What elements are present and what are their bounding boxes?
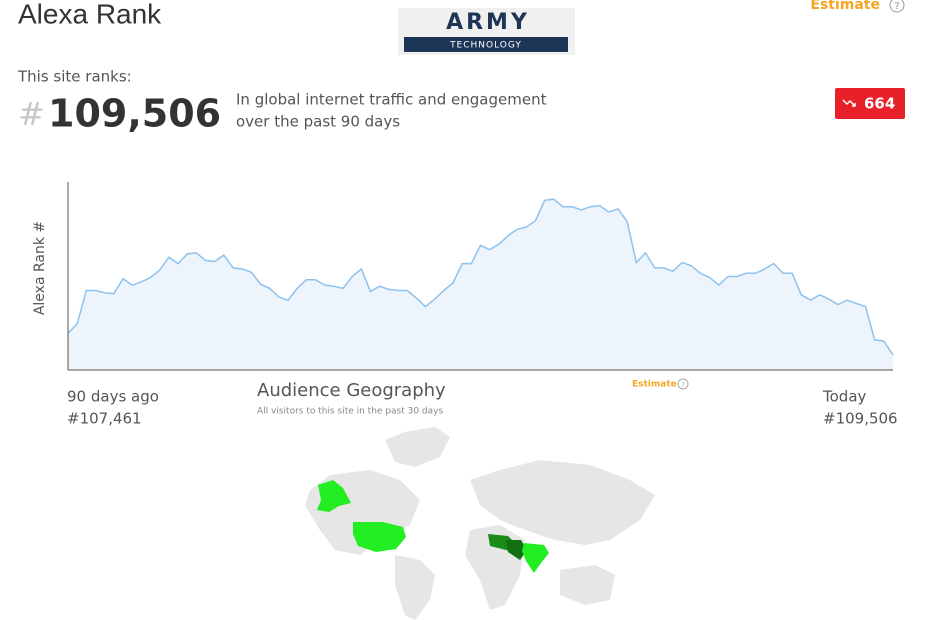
geo-title: Audience Geography [257, 380, 446, 401]
change-badge [835, 88, 905, 119]
rank-chart [67, 182, 894, 371]
rank-value: 109,506 [48, 92, 221, 136]
logo-subtext: TECHNOLOGY [449, 41, 522, 51]
world-map [305, 427, 655, 620]
rank-desc: over the past 90 days [236, 113, 400, 131]
title: Alexa Rank [18, 0, 162, 29]
help-icon[interactable] [889, 0, 905, 13]
logo-band [404, 37, 568, 52]
area [68, 199, 893, 370]
logo-text: ARMY [446, 10, 530, 35]
y-axis-label: Alexa Rank # [32, 221, 48, 315]
geo-subtitle: All visitors to this site in the past 30… [257, 407, 443, 417]
estimate-link[interactable]: Estimate [810, 0, 880, 13]
end-value: #109,506 [823, 410, 898, 428]
trend-icon [842, 99, 856, 107]
rank-hash: # [18, 95, 45, 133]
end-label: Today [822, 388, 867, 406]
line [67, 198, 894, 356]
highlighted-countries [317, 480, 549, 573]
help-text: ? [894, 1, 899, 12]
change-value: 664 [864, 95, 895, 113]
rank-desc: In global internet traffic and engagemen… [236, 91, 547, 109]
rank-intro: This site ranks: [17, 68, 132, 86]
help-text: ? [681, 381, 685, 389]
start-label: 90 days ago [67, 388, 159, 406]
geo-estimate[interactable]: Estimate [632, 380, 677, 390]
start-value: #107,461 [67, 410, 142, 428]
help-icon[interactable] [677, 378, 689, 390]
